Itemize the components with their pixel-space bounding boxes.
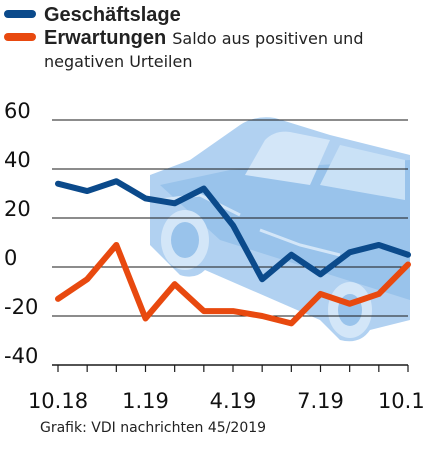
x-axis: 10.18 1.19 4.19 7.19 10.19: [28, 365, 426, 413]
x-tick-label: 10.19: [378, 389, 426, 413]
grid-lines: [52, 119, 408, 366]
source-credit: Grafik: VDI nachrichten 45/2019: [40, 420, 267, 436]
background-pickup-illustration: [150, 117, 410, 342]
legend: Geschäftslage Erwartungen Saldo aus posi…: [4, 4, 363, 71]
legend-label-geschaeftslage: Geschäftslage: [44, 4, 181, 26]
legend-note-line1: Saldo aus positiven und: [172, 29, 364, 48]
x-tick-label: 7.19: [297, 389, 344, 413]
y-axis-ticks: 60 40 20 0 -20 -40: [4, 99, 38, 368]
x-tick-label: 1.19: [122, 389, 169, 413]
legend-item-geschaeftslage: Geschäftslage: [4, 4, 363, 27]
y-tick-label: -40: [4, 344, 38, 368]
x-tick-label: 4.19: [210, 389, 257, 413]
legend-item-erwartungen: Erwartungen Saldo aus positiven und: [4, 27, 363, 50]
y-tick-label: 0: [4, 246, 17, 270]
legend-label-erwartungen: Erwartungen: [44, 27, 167, 49]
legend-swatch-erwartungen: [4, 33, 36, 41]
y-tick-label: 60: [4, 99, 31, 123]
legend-note-line2: negativen Urteilen: [44, 52, 193, 71]
y-tick-label: 40: [4, 148, 31, 172]
legend-swatch-geschaeftslage: [4, 10, 36, 18]
y-tick-label: -20: [4, 295, 38, 319]
x-tick-label: 10.18: [28, 389, 88, 413]
y-tick-label: 20: [4, 197, 31, 221]
series-lines: [55, 178, 411, 327]
